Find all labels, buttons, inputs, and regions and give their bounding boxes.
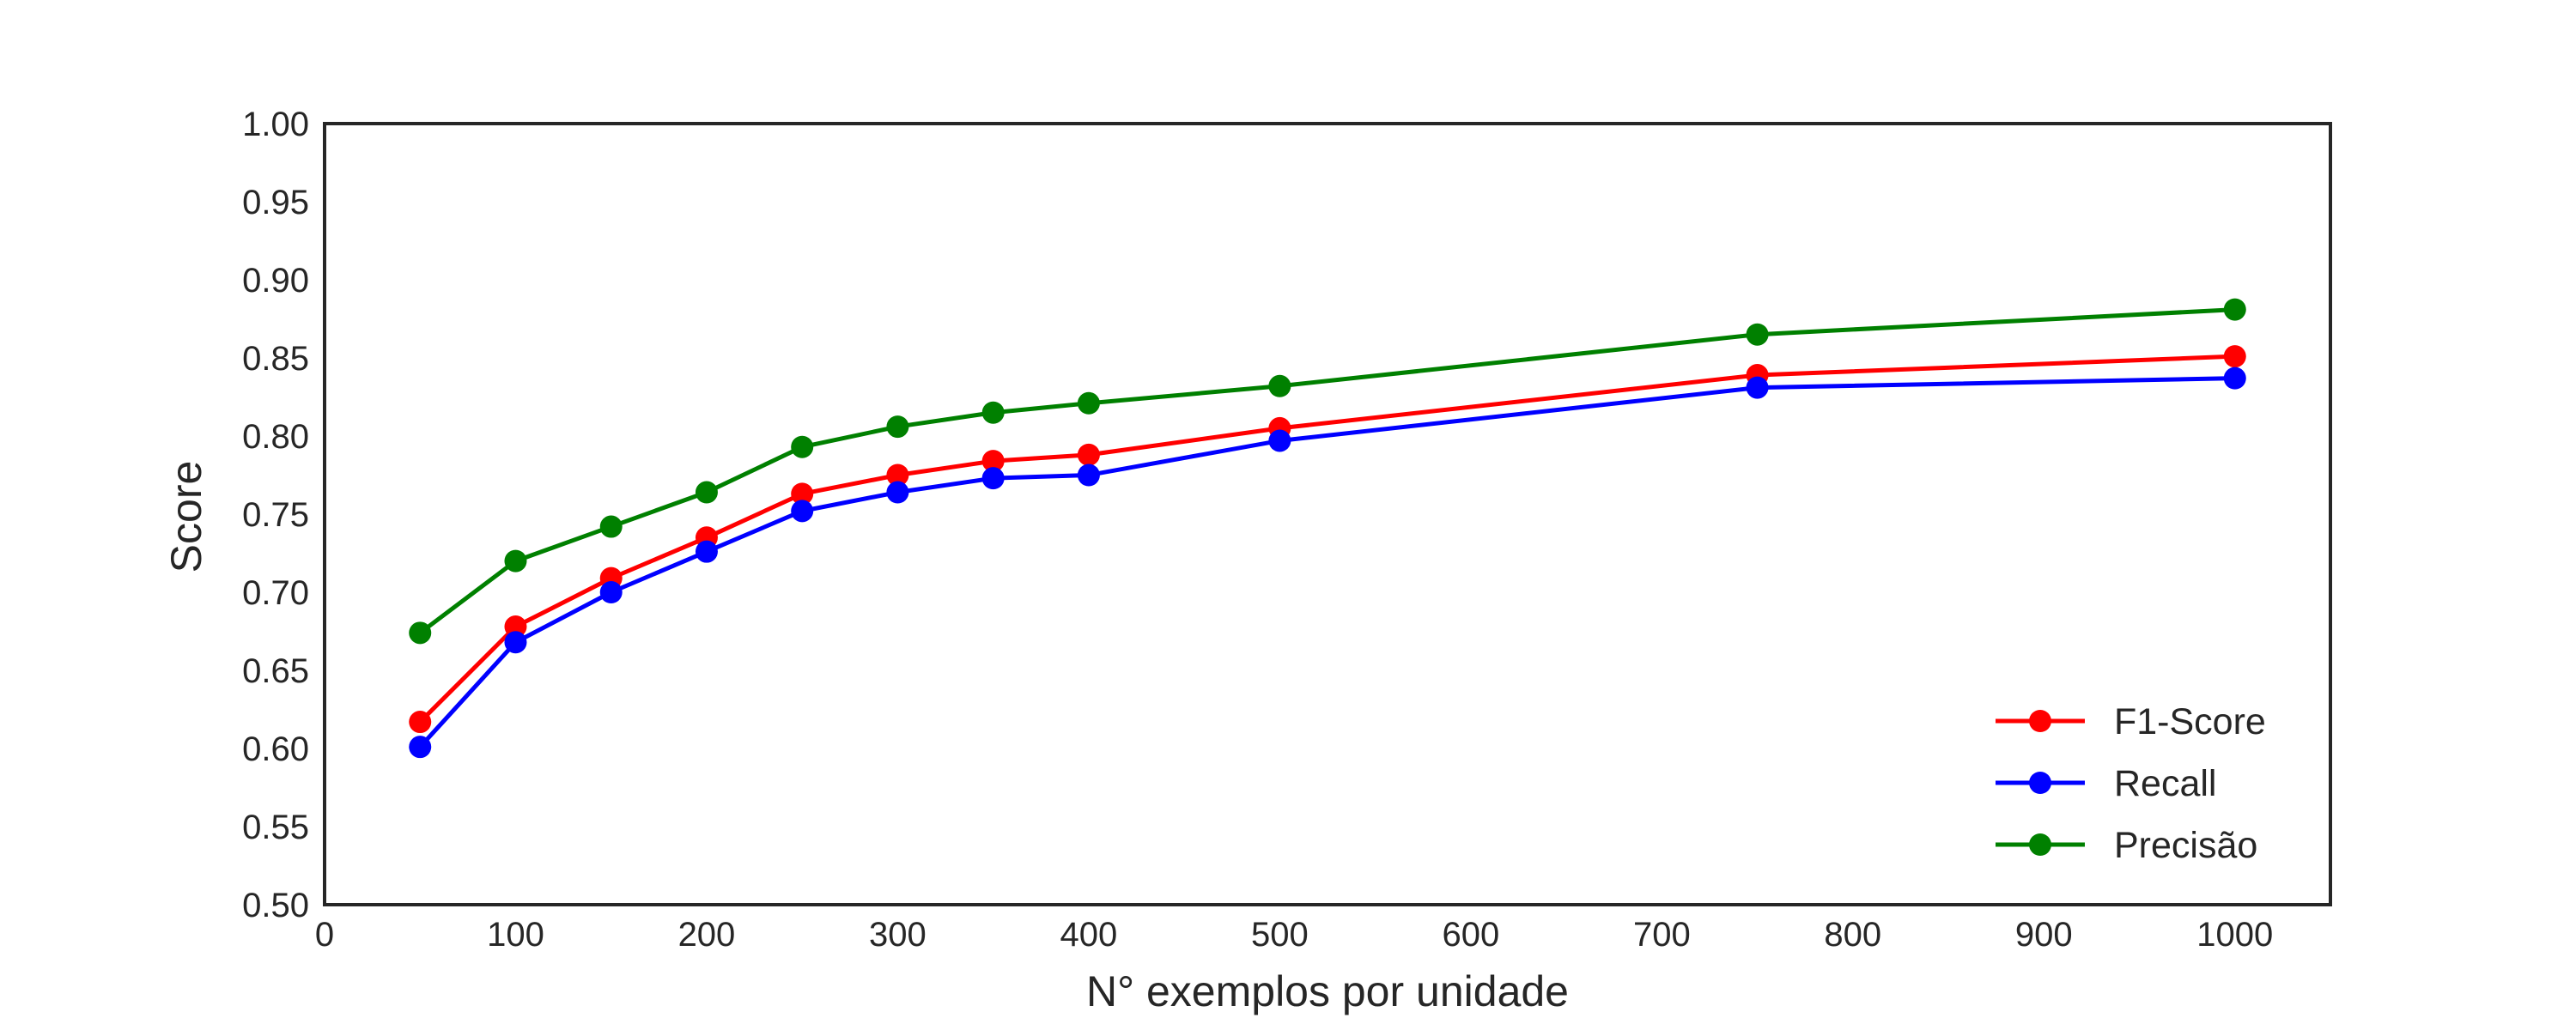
legend-marker <box>2029 710 2051 732</box>
data-point <box>1268 429 1291 452</box>
data-point <box>981 467 1005 490</box>
y-tick-label: 1.00 <box>242 106 309 143</box>
data-point <box>1746 323 1769 346</box>
data-point <box>1077 464 1100 487</box>
x-tick-label: 900 <box>2015 916 2073 954</box>
x-tick-label: 600 <box>1442 916 1499 954</box>
x-tick-label: 300 <box>869 916 927 954</box>
data-point <box>695 481 718 504</box>
data-point <box>1077 443 1100 466</box>
y-tick-label: 0.50 <box>242 887 309 924</box>
legend-marker <box>2029 772 2051 794</box>
data-point <box>886 481 909 504</box>
y-tick-label: 0.85 <box>242 340 309 378</box>
series-2 <box>409 298 2246 645</box>
data-point <box>1077 391 1100 415</box>
y-tick-label: 0.55 <box>242 809 309 846</box>
series-layer <box>409 298 2246 759</box>
x-tick-label: 1000 <box>2196 916 2273 954</box>
data-point <box>886 464 909 487</box>
legend-item: Recall <box>1996 763 2217 804</box>
x-tick-label: 500 <box>1251 916 1309 954</box>
legend-item: F1-Score <box>1996 701 2266 742</box>
data-point <box>409 711 432 734</box>
x-tick-label: 200 <box>678 916 736 954</box>
data-point <box>791 500 814 523</box>
data-point <box>886 415 909 439</box>
y-tick-label: 0.60 <box>242 730 309 768</box>
y-tick-label: 0.95 <box>242 184 309 221</box>
x-tick-label: 100 <box>487 916 544 954</box>
data-point <box>504 631 527 654</box>
data-point <box>2223 367 2246 390</box>
y-tick-label: 0.70 <box>242 574 309 612</box>
y-tick-label: 0.90 <box>242 262 309 300</box>
plot-frame <box>323 122 2332 906</box>
y-tick-label: 0.65 <box>242 652 309 690</box>
legend-label: F1-Score <box>2114 701 2266 742</box>
y-tick-label: 0.75 <box>242 496 309 534</box>
x-tick-label: 700 <box>1633 916 1691 954</box>
data-point <box>1746 376 1769 399</box>
legend-label: Precisão <box>2114 825 2257 866</box>
data-point <box>791 435 814 458</box>
data-point <box>981 450 1005 473</box>
legend-label: Recall <box>2114 763 2217 804</box>
data-point <box>504 549 527 573</box>
x-tick-label: 800 <box>1824 916 1881 954</box>
x-tick-label: 400 <box>1060 916 1118 954</box>
series-1 <box>409 367 2246 759</box>
y-axis-title: Score <box>162 461 210 573</box>
data-point <box>1268 374 1291 397</box>
legend-marker <box>2029 833 2051 856</box>
data-point <box>2223 345 2246 368</box>
data-point <box>791 482 814 506</box>
y-tick-label: 0.80 <box>242 418 309 456</box>
y-axis-ticks: 0.50 0.55 0.60 0.65 0.70 0.75 0.80 0.85 0.90 0.95… <box>242 106 309 924</box>
legend: F1-Score Recall Precisão <box>1996 701 2266 866</box>
data-point <box>599 515 623 538</box>
x-tick-label: 0 <box>315 916 334 954</box>
x-axis-ticks: 0 100 200 300 400 500 600 700 800 900 1000 <box>315 916 2273 954</box>
data-point <box>599 581 623 603</box>
data-point <box>409 621 432 645</box>
data-point <box>981 401 1005 424</box>
x-axis-title: N° exemplos por unidade <box>1086 967 1569 1015</box>
data-point <box>695 540 718 563</box>
data-point <box>504 615 527 639</box>
data-point <box>2223 298 2246 321</box>
data-point <box>409 736 432 759</box>
legend-item: Precisão <box>1996 825 2257 866</box>
